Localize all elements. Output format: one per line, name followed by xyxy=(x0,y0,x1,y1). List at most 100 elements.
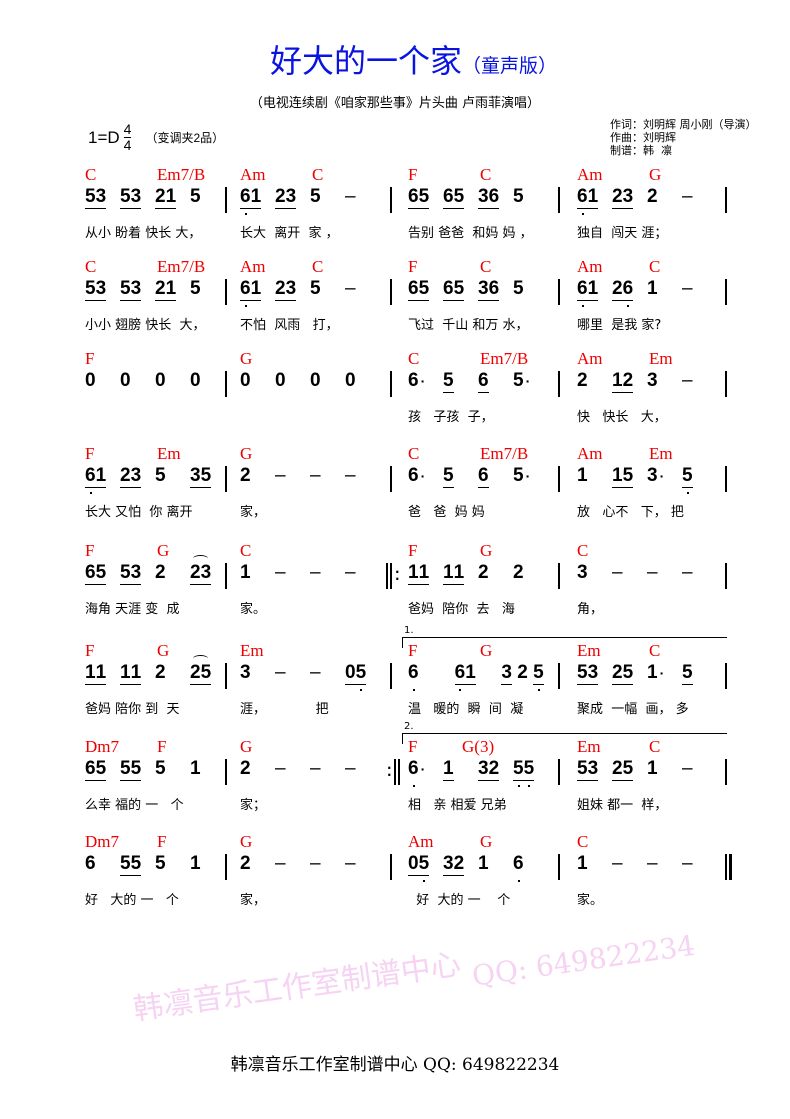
staff-row: 1. F G 11 11 2 25 爸妈 陪你 到 天 Em 3– –05 涯， 把 F G 6 61 3 2 … xyxy=(0,625,790,737)
beat: – xyxy=(310,662,345,692)
note-line: 2 12 3– xyxy=(577,370,717,400)
chord-symbol: Am xyxy=(577,165,603,184)
note: 1 xyxy=(95,465,107,486)
beat: 53 xyxy=(120,562,155,592)
beat: 1 xyxy=(577,465,612,495)
note: 1 xyxy=(240,562,251,583)
note: 1 xyxy=(577,853,588,874)
chord-symbol: C xyxy=(577,832,589,851)
beat: 53 xyxy=(577,758,612,788)
measure: Am C 61 23 5– 不怕 风雨 打， xyxy=(240,257,380,353)
lyric-line: 爸妈 陪你 去 海 xyxy=(408,602,515,617)
volta-number: 1. xyxy=(404,625,414,636)
note: 5 xyxy=(513,370,524,391)
beat: 65 xyxy=(85,758,120,788)
lyric-line: 独自 闯天 涯； xyxy=(577,226,668,241)
beat: 05 xyxy=(345,662,380,692)
measure: F G 11 11 2 2 爸妈 陪你 去 海 xyxy=(408,541,548,637)
chord-symbol: F xyxy=(157,832,167,851)
note-group: 5 · xyxy=(513,370,530,392)
note-group: – xyxy=(682,562,693,584)
note: 2 xyxy=(517,662,528,683)
note: 6 xyxy=(513,853,524,882)
measure: Am Em 2 12 3– 快 快长 大， xyxy=(577,349,717,445)
note-group: 6 · xyxy=(408,370,425,392)
note: 1 xyxy=(418,562,430,583)
chord-symbol: G xyxy=(240,832,253,851)
note: 5 xyxy=(355,662,367,691)
beat: 6 xyxy=(478,465,513,495)
note-group: 53 xyxy=(577,662,599,685)
beat: 1 xyxy=(647,278,682,308)
note: 2 xyxy=(612,278,623,299)
extension-dash: – xyxy=(682,278,693,299)
beat: 6 · xyxy=(408,465,443,495)
beat: 55 xyxy=(120,758,155,788)
repeat-dots: · · xyxy=(387,761,392,782)
watermark-qq: QQ: 649822234 xyxy=(470,928,697,993)
beat: 21 xyxy=(155,278,190,308)
augmentation-dot: · xyxy=(420,373,426,389)
lyric-line: 告别 爸爸 和妈 妈 ， xyxy=(408,226,533,241)
note: 0 xyxy=(408,853,419,874)
note-group: 1 xyxy=(478,853,489,875)
note-group: 23 xyxy=(120,465,142,488)
note: 6 xyxy=(408,186,419,207)
chord-symbol: F xyxy=(408,641,418,660)
barline xyxy=(390,187,392,213)
extension-dash: – xyxy=(345,465,356,486)
beat: 36 xyxy=(478,278,513,308)
measure: Am C 61 26 1– 哪里 是我 家? xyxy=(577,257,717,353)
note: 6 xyxy=(454,662,466,691)
note: 6 xyxy=(408,370,419,391)
note-line: 65 65 36 5 xyxy=(408,186,548,216)
note: 5 xyxy=(190,278,201,299)
note-line: 2 – – – xyxy=(240,465,380,495)
note-group: – xyxy=(275,853,286,875)
note: 5 xyxy=(533,662,544,691)
note-group: – xyxy=(310,758,321,780)
note: 2 xyxy=(275,186,286,207)
note-group: 5 xyxy=(155,853,166,875)
beat: 6 · xyxy=(408,758,443,788)
note: 1 xyxy=(577,465,588,486)
note-group: 0 xyxy=(345,370,356,392)
chord-symbol: F xyxy=(85,349,95,368)
beat: – xyxy=(275,853,310,883)
note-group: 55 xyxy=(513,758,535,787)
note-group: 5 xyxy=(155,465,166,487)
note: 2 xyxy=(120,465,131,486)
extension-dash: – xyxy=(345,186,356,207)
note: 6 xyxy=(577,186,588,215)
note: 2 xyxy=(155,662,166,683)
note: 5 xyxy=(120,278,131,299)
note: 5 xyxy=(120,853,131,874)
chord-symbol: Em7/B xyxy=(480,444,529,463)
note: 6 xyxy=(408,662,419,691)
barline xyxy=(225,663,227,689)
chord-symbol: C xyxy=(85,257,97,276)
note: 0 xyxy=(345,662,356,683)
chord-symbol: Em xyxy=(649,444,673,463)
measure: F C 65 65 36 5 告别 爸爸 和妈 妈 ， xyxy=(408,165,548,261)
note: 5 xyxy=(523,758,535,787)
subtitle: （电视连续剧《咱家那些事》片头曲 卢雨菲演唱） xyxy=(249,96,541,111)
beat: – xyxy=(682,562,717,592)
note-group: 6 xyxy=(85,853,96,875)
beat: 55 xyxy=(513,758,548,788)
chord-symbol: C xyxy=(85,165,97,184)
note: 5 xyxy=(682,662,693,683)
note: 2 xyxy=(240,758,251,779)
note-group: 25 xyxy=(190,655,212,685)
beat: 1 xyxy=(240,562,275,592)
note: 1 xyxy=(190,853,201,874)
beat: 0 xyxy=(240,370,275,400)
beat: 21 xyxy=(155,186,190,216)
note: 5 xyxy=(453,278,465,299)
note-group: 5 xyxy=(310,278,321,300)
note: 1 xyxy=(587,278,599,299)
staff-row: 2. Dm7 F 65 55 5 1 么幸 福的 一 个 G 2– – – 家； · · F G(3) 6 · 1 32… xyxy=(0,721,790,833)
note: 2 xyxy=(612,758,623,779)
beat: 65 xyxy=(443,278,478,308)
